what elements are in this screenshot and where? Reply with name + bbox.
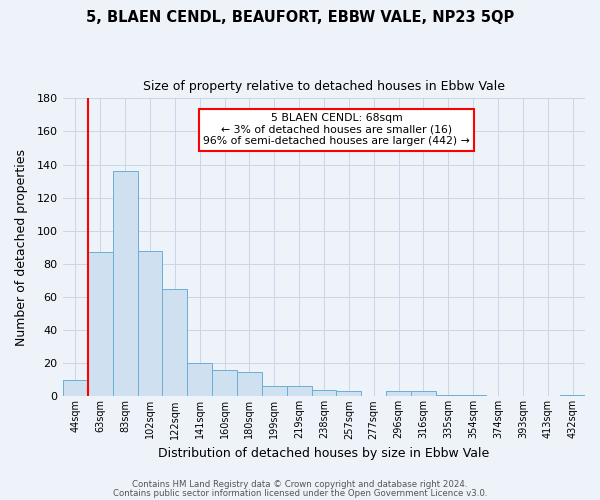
X-axis label: Distribution of detached houses by size in Ebbw Vale: Distribution of detached houses by size … bbox=[158, 447, 490, 460]
Bar bbox=[461, 394, 485, 396]
Text: Contains public sector information licensed under the Open Government Licence v3: Contains public sector information licen… bbox=[113, 488, 487, 498]
Text: 5 BLAEN CENDL: 68sqm
← 3% of detached houses are smaller (16)
96% of semi-detach: 5 BLAEN CENDL: 68sqm ← 3% of detached ho… bbox=[203, 113, 470, 146]
Bar bbox=[88, 252, 113, 396]
Title: Size of property relative to detached houses in Ebbw Vale: Size of property relative to detached ho… bbox=[143, 80, 505, 93]
Bar bbox=[113, 171, 137, 396]
Bar bbox=[212, 370, 237, 396]
Bar bbox=[560, 394, 585, 396]
Bar bbox=[262, 386, 287, 396]
Bar bbox=[436, 394, 461, 396]
Text: Contains HM Land Registry data © Crown copyright and database right 2024.: Contains HM Land Registry data © Crown c… bbox=[132, 480, 468, 489]
Bar bbox=[311, 390, 337, 396]
Bar bbox=[287, 386, 311, 396]
Text: 5, BLAEN CENDL, BEAUFORT, EBBW VALE, NP23 5QP: 5, BLAEN CENDL, BEAUFORT, EBBW VALE, NP2… bbox=[86, 10, 514, 25]
Bar bbox=[386, 392, 411, 396]
Bar bbox=[163, 289, 187, 397]
Bar bbox=[137, 250, 163, 396]
Bar bbox=[237, 372, 262, 396]
Bar bbox=[411, 392, 436, 396]
Bar bbox=[337, 392, 361, 396]
Bar bbox=[187, 364, 212, 396]
Bar bbox=[63, 380, 88, 396]
Y-axis label: Number of detached properties: Number of detached properties bbox=[15, 149, 28, 346]
